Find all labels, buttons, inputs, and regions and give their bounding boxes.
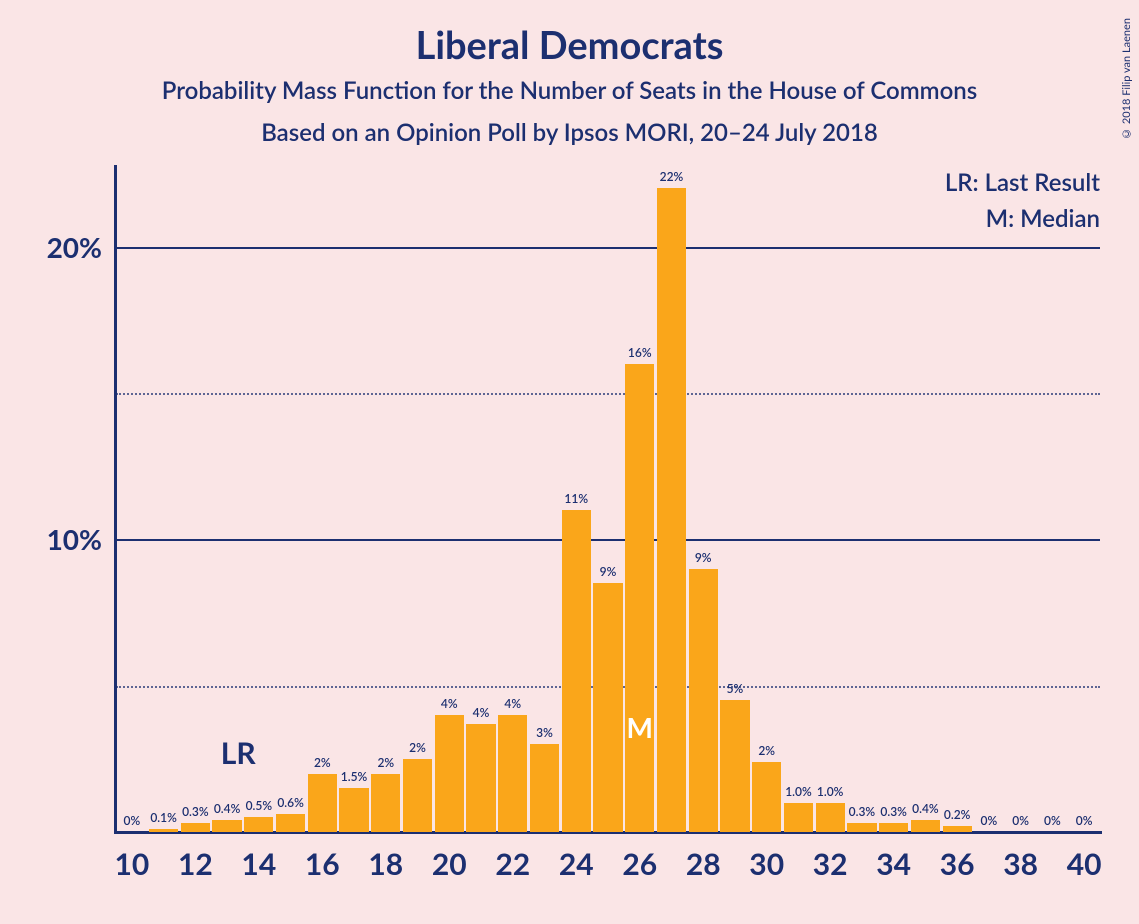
x-tick-label: 36 — [940, 832, 975, 882]
bar: 0.6% — [276, 814, 305, 832]
bar-label: 9% — [600, 564, 617, 583]
chart-subtitle-2: Based on an Opinion Poll by Ipsos MORI, … — [0, 118, 1139, 147]
bar-label: 0.3% — [880, 804, 907, 823]
bar-label: 11% — [564, 491, 588, 510]
bar: 11% — [562, 510, 591, 832]
bar: 0.4% — [212, 820, 241, 832]
x-tick-label: 30 — [749, 832, 784, 882]
bar: 2% — [308, 774, 337, 833]
x-tick-label: 28 — [686, 832, 721, 882]
copyright-text: © 2018 Filip van Laenen — [1120, 18, 1133, 140]
bar: 0.5% — [244, 817, 273, 832]
bar-label: 0.1% — [150, 810, 177, 829]
bar: 0.3% — [879, 823, 908, 832]
legend: LR: Last Result M: Median — [945, 165, 1100, 237]
bar-label: 4% — [504, 696, 521, 715]
y-tick-label: 20% — [47, 230, 116, 264]
bar-label: 1.0% — [785, 784, 812, 803]
bar-label: 0% — [981, 813, 998, 832]
bar-label: 0.4% — [912, 801, 939, 820]
bar: 9% — [593, 583, 622, 832]
x-tick-label: 24 — [559, 832, 594, 882]
legend-m: M: Median — [945, 201, 1100, 237]
x-tick-label: 14 — [241, 832, 276, 882]
plot-area: LR: Last Result M: Median 10%20%0%0.1%0.… — [116, 165, 1100, 832]
bar-label: 2% — [377, 755, 394, 774]
bar: 2% — [371, 774, 400, 833]
x-tick-label: 12 — [178, 832, 213, 882]
x-tick-label: 18 — [368, 832, 403, 882]
gridline-minor — [116, 393, 1100, 395]
bar: 22% — [657, 188, 686, 832]
bar: 4% — [498, 715, 527, 832]
bar-label: 2% — [409, 740, 426, 759]
bar-label: 22% — [660, 169, 684, 188]
bar: 4% — [466, 724, 495, 832]
x-tick-label: 38 — [1003, 832, 1038, 882]
bar-label: 0.4% — [214, 801, 241, 820]
bar: 0.1% — [149, 829, 178, 832]
annotation-median: M — [627, 710, 653, 744]
y-tick-label: 10% — [47, 522, 116, 556]
annotation-last-result: LR — [221, 735, 256, 771]
chart-title: Liberal Democrats — [0, 22, 1139, 68]
x-tick-label: 16 — [305, 832, 340, 882]
bar-label: 5% — [727, 681, 744, 700]
legend-lr: LR: Last Result — [945, 165, 1100, 201]
bar-label: 1.0% — [817, 784, 844, 803]
x-tick-label: 34 — [876, 832, 911, 882]
y-axis — [114, 165, 117, 832]
bar-label: 0.3% — [849, 804, 876, 823]
x-tick-label: 22 — [495, 832, 530, 882]
bar-label: 0% — [1076, 813, 1093, 832]
x-tick-label: 40 — [1067, 832, 1102, 882]
gridline-major — [116, 247, 1100, 249]
x-tick-label: 10 — [114, 832, 149, 882]
bar-label: 0% — [124, 813, 141, 832]
bar-label: 4% — [441, 696, 458, 715]
bar-label: 0% — [1012, 813, 1029, 832]
chart-subtitle-1: Probability Mass Function for the Number… — [0, 76, 1139, 105]
bar-label: 2% — [314, 755, 331, 774]
bar: 16% — [625, 364, 654, 832]
bar: 4% — [435, 715, 464, 832]
bar: 2% — [752, 762, 781, 832]
bar-label: 16% — [628, 345, 652, 364]
bar-label: 0.2% — [944, 807, 971, 826]
bar: 0.4% — [911, 820, 940, 832]
bar-label: 0.5% — [246, 798, 273, 817]
gridline-major — [116, 539, 1100, 541]
bar: 0.3% — [181, 823, 210, 832]
bar: 2% — [403, 759, 432, 832]
bar-label: 2% — [758, 743, 775, 762]
bar: 5% — [720, 700, 749, 832]
bar: 1.0% — [816, 803, 845, 832]
bar-label: 1.5% — [341, 769, 368, 788]
bar-label: 4% — [473, 705, 490, 724]
x-tick-label: 32 — [813, 832, 848, 882]
bar-label: 0.3% — [182, 804, 209, 823]
bar-label: 9% — [695, 550, 712, 569]
bar-label: 3% — [536, 725, 553, 744]
x-tick-label: 20 — [432, 832, 467, 882]
bar-label: 0.6% — [277, 795, 304, 814]
bar-label: 0% — [1044, 813, 1061, 832]
bar: 0.3% — [847, 823, 876, 832]
bar: 1.5% — [339, 788, 368, 832]
bar: 3% — [530, 744, 559, 832]
bar: 1.0% — [784, 803, 813, 832]
bar: 9% — [689, 569, 718, 832]
x-tick-label: 26 — [622, 832, 657, 882]
